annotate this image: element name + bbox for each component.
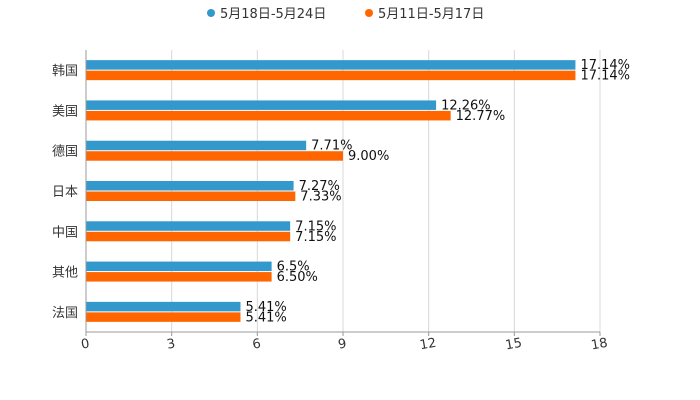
bar-series-2 [86, 110, 451, 121]
gridlines [171, 50, 601, 332]
legend: 5月18日-5月24日 5月11日-5月17日 [207, 7, 484, 22]
x-tick-label: 6 [251, 336, 262, 352]
data-label-series-2: 9.00% [348, 149, 389, 164]
legend-marker-series-1 [207, 9, 215, 17]
bar-series-1 [86, 261, 272, 272]
legend-marker-series-2 [365, 9, 373, 17]
x-tick-label: 15 [504, 336, 523, 354]
bar-series-1 [86, 100, 437, 110]
legend-label-series-2: 5月11日-5月17日 [378, 7, 484, 22]
bar-series-2 [86, 231, 291, 242]
data-label-series-2: 5.41% [245, 310, 286, 325]
data-label-series-1: 5.41% [245, 300, 286, 315]
data-label-series-2: 7.33% [300, 190, 341, 205]
bar-series-1 [86, 140, 307, 151]
category-label: 其他 [52, 266, 78, 281]
data-label-series-2: 12.77% [456, 109, 506, 124]
category-label: 日本 [52, 185, 78, 200]
bar-series-1 [86, 181, 294, 191]
category-label: 法国 [52, 306, 78, 321]
category-label: 韩国 [52, 64, 78, 79]
category-label: 美国 [52, 104, 78, 119]
data-label-series-1: 7.27% [299, 179, 340, 194]
data-label-series-1: 6.5% [277, 260, 310, 275]
bar-series-1 [86, 60, 576, 70]
data-label-series-1: 7.71% [311, 139, 352, 154]
data-label-series-1: 12.26% [441, 98, 491, 113]
data-label-series-1: 17.14% [580, 58, 630, 73]
x-tick-label: 0 [80, 336, 91, 352]
bar-series-2 [86, 70, 576, 81]
bar-series-2 [86, 151, 343, 161]
legend-label-series-1: 5月18日-5月24日 [220, 7, 326, 22]
data-label-series-2: 7.15% [295, 230, 336, 245]
bar-series-1 [86, 301, 241, 312]
bar-series-2 [86, 191, 296, 201]
x-tick-label: 3 [166, 336, 177, 352]
bars: 17.14%17.14%12.26%12.77%7.71%9.00%7.27%7… [86, 58, 630, 325]
x-tick-label: 12 [419, 336, 438, 354]
bar-series-1 [86, 221, 291, 231]
bar-series-2 [86, 312, 241, 322]
x-tick-label: 9 [337, 336, 348, 352]
data-label-series-2: 6.50% [277, 270, 318, 285]
category-label: 德国 [52, 145, 78, 160]
data-label-series-2: 17.14% [580, 69, 630, 84]
x-tick-label: 18 [590, 336, 609, 354]
bar-series-2 [86, 272, 272, 282]
category-label: 中国 [52, 225, 78, 240]
data-label-series-1: 7.15% [295, 219, 336, 234]
